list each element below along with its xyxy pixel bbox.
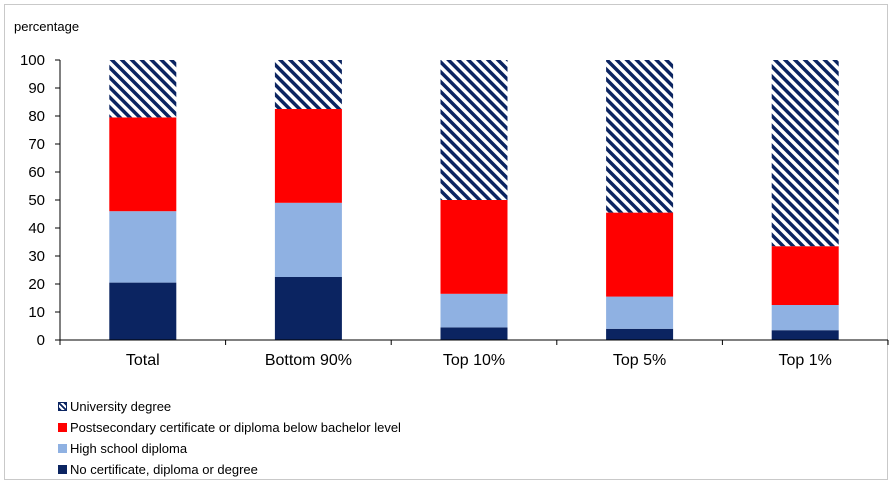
legend: University degree Postsecondary certifica…	[58, 396, 401, 480]
stacked-bar-chart: Total Bottom 90% Top 10% Top 5% Top 1% 0 10 20 3…	[20, 52, 889, 369]
y-tick-label: 10	[28, 304, 45, 321]
chart-frame	[4, 4, 888, 480]
y-tick-label: 70	[28, 136, 45, 153]
bar-segment-s0-c0	[109, 282, 177, 340]
legend-item: High school diploma	[58, 438, 401, 459]
legend-item: University degree	[58, 396, 401, 417]
bar-segment-s0-c2	[440, 327, 508, 340]
x-tick-label: Top 5%	[613, 352, 666, 369]
bar-segment-s1-c1	[274, 202, 342, 277]
bar-segment-s3-c4	[771, 60, 839, 247]
bar-segment-s3-c2	[440, 60, 508, 200]
y-tick-label: 80	[28, 108, 45, 125]
bar-segment-s3-c3	[606, 60, 674, 213]
legend-label: No certificate, diploma or degree	[70, 462, 258, 477]
bar-segment-s2-c4	[771, 246, 839, 305]
bar-segment-s2-c2	[440, 200, 508, 294]
bar-segment-s2-c0	[109, 117, 177, 212]
legend-swatch	[58, 423, 67, 432]
bar-segment-s3-c1	[274, 60, 342, 109]
legend-swatch	[58, 402, 67, 411]
y-tick-label: 50	[28, 192, 45, 209]
bar-segment-s0-c4	[771, 330, 839, 340]
legend-label: University degree	[70, 399, 172, 414]
y-axis-label: percentage	[14, 19, 80, 34]
x-tick-label: Top 10%	[443, 352, 505, 369]
bar-segment-s2-c3	[606, 212, 674, 297]
y-tick-label: 20	[28, 276, 45, 293]
legend-label: High school diploma	[70, 441, 188, 456]
x-tick-label: Bottom 90%	[265, 352, 352, 369]
legend-swatch	[58, 444, 67, 453]
bar-segment-s1-c4	[771, 305, 839, 331]
x-tick-label: Total	[126, 352, 160, 369]
x-tick-label: Top 1%	[779, 352, 832, 369]
y-tick-label: 100	[20, 52, 45, 69]
legend-item: No certificate, diploma or degree	[58, 459, 401, 480]
y-tick-label: 30	[28, 248, 45, 265]
bar-segment-s1-c3	[606, 296, 674, 329]
y-tick-label: 0	[37, 332, 45, 349]
legend-item: Postsecondary certificate or diploma bel…	[58, 417, 401, 438]
legend-swatch	[58, 465, 67, 474]
legend-label: Postsecondary certificate or diploma bel…	[70, 420, 401, 435]
bar-segment-s3-c0	[109, 60, 177, 118]
bar-segment-s1-c0	[109, 211, 177, 283]
bar-segment-s0-c3	[606, 328, 674, 340]
y-tick-label: 90	[28, 80, 45, 97]
bar-segment-s0-c1	[274, 277, 342, 340]
y-tick-label: 40	[28, 220, 45, 237]
bar-segment-s2-c1	[274, 109, 342, 203]
y-tick-label: 60	[28, 164, 45, 181]
bar-segment-s1-c2	[440, 293, 508, 328]
